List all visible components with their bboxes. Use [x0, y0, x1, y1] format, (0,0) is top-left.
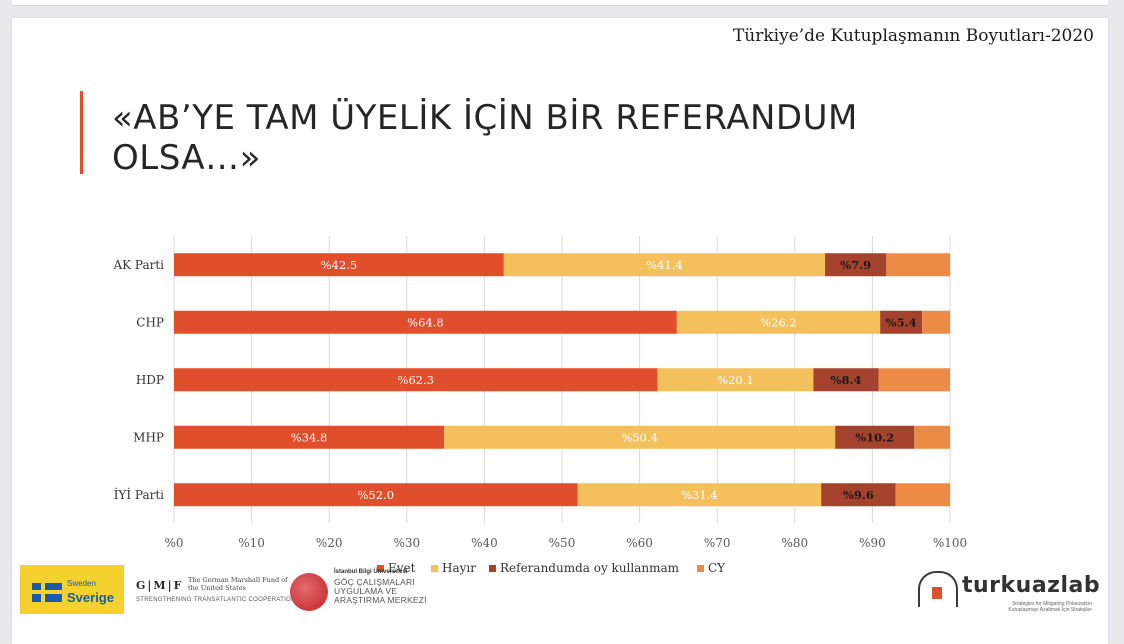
gmf-mark: G|M|F — [136, 579, 184, 592]
x-tick-label: %20 — [316, 536, 343, 550]
x-tick-label: %50 — [549, 536, 576, 550]
data-label: %52.0 — [357, 488, 394, 502]
x-tick-label: %30 — [393, 536, 420, 550]
data-label: %62.3 — [397, 373, 434, 387]
turkuazlab-arch-icon — [918, 571, 958, 607]
category-label: CHP — [136, 315, 164, 329]
legend-label: Hayır — [442, 561, 476, 575]
category-label: HDP — [136, 373, 164, 387]
bilgi-university-name: İstanbul Bilgi Üniversitesi — [334, 569, 408, 575]
turkuazlab-name: turkuazlab — [962, 573, 1101, 598]
legend-swatch — [377, 565, 384, 572]
turkuazlab-logo: turkuazlab Strategies for Mitigating Pol… — [916, 567, 1100, 617]
data-label: %26.2 — [760, 315, 797, 329]
bar-segment — [503, 253, 826, 277]
bar-segment — [174, 483, 578, 507]
bar-segment — [895, 483, 950, 507]
x-tick-label: %10 — [238, 536, 265, 550]
bar-segment — [174, 253, 504, 277]
slide-title: «AB’YE TAM ÜYELİK İÇİN BİR REFERANDUM OL… — [112, 98, 858, 178]
bar-segment — [813, 368, 879, 392]
bar-segment — [878, 368, 950, 392]
x-tick-label: %60 — [626, 536, 653, 550]
x-tick-label: %0 — [164, 536, 183, 550]
title-accent-line — [80, 91, 83, 174]
x-tick-label: %80 — [781, 536, 808, 550]
data-label: %41.4 — [646, 258, 683, 272]
data-label: %8.4 — [831, 373, 862, 387]
swedish-flag-icon — [32, 583, 62, 602]
x-tick-label: %40 — [471, 536, 498, 550]
category-label: İYİ Parti — [114, 487, 164, 502]
legend-swatch — [431, 565, 438, 572]
bar-segment — [914, 425, 950, 449]
bar-segment — [676, 310, 881, 334]
bar-segment — [174, 310, 677, 334]
data-label: %5.4 — [886, 315, 917, 329]
legend-swatch — [697, 565, 704, 572]
gmf-logo: G|M|F The German Marshall Fund of the Un… — [134, 575, 296, 615]
legend-label: Evet — [388, 561, 416, 575]
bar-segment — [821, 483, 896, 507]
bar-segment — [880, 310, 923, 334]
bar-segment — [835, 425, 915, 449]
sverige-label: Sverige — [67, 590, 114, 605]
x-tick-label: %100 — [933, 536, 967, 550]
data-label: %42.5 — [321, 258, 358, 272]
x-tick-label: %90 — [859, 536, 886, 550]
bar-segment — [577, 483, 822, 507]
data-label: %34.8 — [291, 430, 328, 444]
migration-center-name: GÖÇ ÇALIŞMALARI UYGULAMA VE ARAŞTIRMA ME… — [334, 577, 427, 605]
turkuazlab-tagline: Strategies for Mitigating Polarization K… — [1008, 601, 1092, 613]
data-label: %20.1 — [717, 373, 754, 387]
data-label: %9.6 — [843, 488, 874, 502]
bar-segment — [444, 425, 836, 449]
gmf-name: The German Marshall Fund of the United S… — [188, 576, 288, 592]
legend-label: Referandumda oy kullanmam — [500, 561, 680, 575]
bar-segment — [886, 253, 950, 277]
report-title: Türkiye’de Kutuplaşmanın Boyutları-2020 — [732, 26, 1094, 46]
bar-segment — [657, 368, 814, 392]
bar-segment — [922, 310, 950, 334]
legend-label: CY — [708, 561, 726, 575]
category-label: MHP — [133, 430, 164, 444]
data-label: %31.4 — [681, 488, 718, 502]
sweden-label: Sweden — [67, 579, 96, 588]
data-label: %64.8 — [407, 315, 444, 329]
sweden-sverige-logo: Sweden Sverige — [20, 565, 124, 614]
bar-segment — [174, 368, 658, 392]
x-tick-label: %70 — [704, 536, 731, 550]
bilgi-university-logo: İstanbul Bilgi Üniversitesi GÖÇ ÇALIŞMAL… — [290, 567, 450, 617]
legend-swatch — [489, 565, 496, 572]
category-label: AK Parti — [112, 258, 164, 272]
gmf-tagline: STRENGTHENING TRANSATLANTIC COOPERATION — [136, 597, 296, 603]
data-label: %7.9 — [840, 258, 871, 272]
previous-slide-edge — [12, 0, 1108, 6]
data-label: %10.2 — [855, 430, 894, 444]
bar-segment — [825, 253, 887, 277]
bar-segment — [174, 425, 445, 449]
data-label: %50.4 — [621, 430, 658, 444]
globe-icon — [290, 573, 328, 611]
